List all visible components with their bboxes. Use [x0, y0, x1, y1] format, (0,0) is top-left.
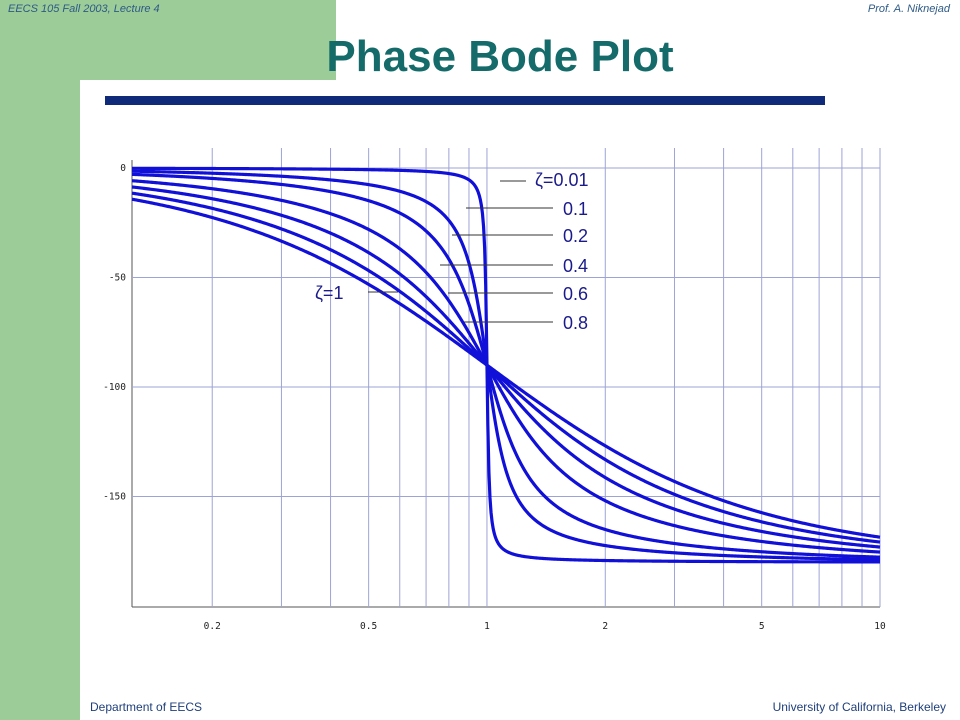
curve-zeta-0_2 — [131, 172, 881, 559]
curve-zeta-0_01 — [131, 166, 881, 564]
curve-zeta-0_1 — [131, 169, 881, 562]
course-header: EECS 105 Fall 2003, Lecture 4 — [8, 3, 160, 15]
x-tick-label: 5 — [759, 621, 765, 632]
x-tick-label: 1 — [484, 621, 490, 632]
panel-corner — [80, 80, 140, 140]
y-tick-label: -50 — [109, 273, 126, 284]
series-label: ζ=1 — [315, 283, 343, 303]
top-decor-band — [80, 0, 336, 80]
title-rule — [105, 96, 825, 105]
curve-zeta-0_6 — [131, 185, 881, 549]
series-label: 0.6 — [563, 284, 588, 304]
series-label: 0.8 — [563, 313, 588, 333]
series-label: ζ=0.01 — [535, 170, 588, 190]
series-label: 0.4 — [563, 256, 588, 276]
curve-zeta-1 — [131, 197, 881, 539]
y-tick-label: -100 — [103, 382, 126, 393]
author-header: Prof. A. Niknejad — [867, 3, 950, 15]
series-label: 0.1 — [563, 199, 588, 219]
x-tick-label: 0.2 — [204, 621, 221, 632]
x-tick-label: 10 — [874, 621, 886, 632]
y-tick-label: -150 — [103, 492, 126, 503]
x-tick-label: 2 — [602, 621, 608, 632]
curve-zeta-0_4 — [131, 179, 881, 554]
y-tick-label: 0 — [120, 163, 126, 174]
x-tick-label: 0.5 — [360, 621, 377, 632]
left-decor-band — [0, 0, 80, 720]
footer-department: Department of EECS — [90, 700, 203, 714]
slide-title: Phase Bode Plot — [326, 32, 674, 81]
footer-university: University of California, Berkeley — [772, 700, 946, 714]
curve-zeta-0_8 — [131, 191, 881, 544]
series-label: 0.2 — [563, 226, 588, 246]
